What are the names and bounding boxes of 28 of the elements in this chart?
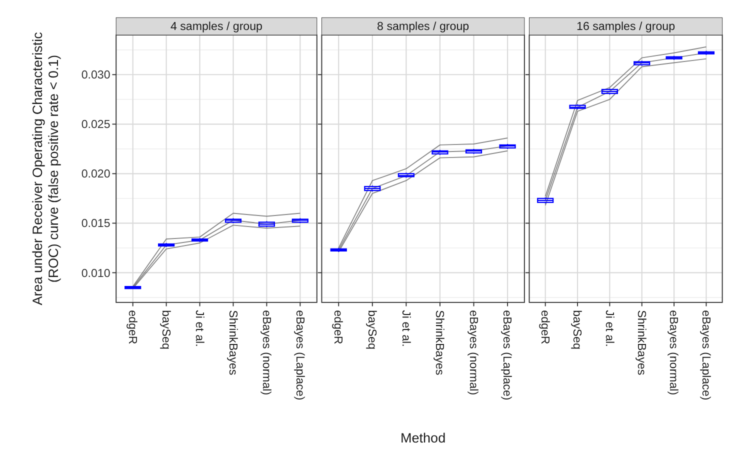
- x-tick-label: Ji et al.: [192, 310, 205, 347]
- x-tick-label: eBayes (Laplace): [293, 310, 306, 400]
- x-tick-label: eBayes (Laplace): [699, 310, 712, 400]
- y-tick-label: 0.025: [81, 119, 110, 132]
- x-tick-label: eBayes (Laplace): [500, 310, 513, 400]
- x-tick-label: ShrinkBayes: [433, 310, 446, 376]
- chart-title: 4 samples / group: [170, 21, 263, 34]
- x-axis-title: Method: [400, 430, 446, 446]
- y-tick-label: 0.020: [81, 168, 110, 181]
- x-tick-label: edgeR: [332, 310, 344, 344]
- x-tick-label: baySeq: [159, 310, 172, 350]
- x-tick-label: eBayes (normal): [260, 310, 272, 396]
- x-tick-label: ShrinkBayes: [635, 310, 648, 376]
- x-tick-label: baySeq: [570, 310, 583, 350]
- x-tick-label: edgeR: [126, 310, 138, 344]
- x-tick-label: eBayes (normal): [466, 310, 479, 396]
- y-tick-label: 0.010: [81, 268, 110, 280]
- x-tick-label: baySeq: [366, 310, 378, 350]
- x-tick-label: edgeR: [538, 310, 550, 344]
- x-tick-label: ShrinkBayes: [226, 310, 238, 376]
- y-tick-label: 0.015: [81, 218, 110, 230]
- x-tick-label: Ji et al.: [399, 310, 412, 347]
- y-axis-title: Area under Receiver Operating Characteristic (ROC) curve (false positive rate < 0.1): [30, 32, 62, 306]
- chart-title: 8 samples / group: [377, 21, 470, 34]
- chart-title: 16 samples / group: [576, 21, 676, 34]
- x-tick-label: eBayes (normal): [667, 310, 680, 396]
- y-tick-label: 0.030: [81, 70, 110, 82]
- x-tick-label: Ji et al.: [602, 310, 615, 347]
